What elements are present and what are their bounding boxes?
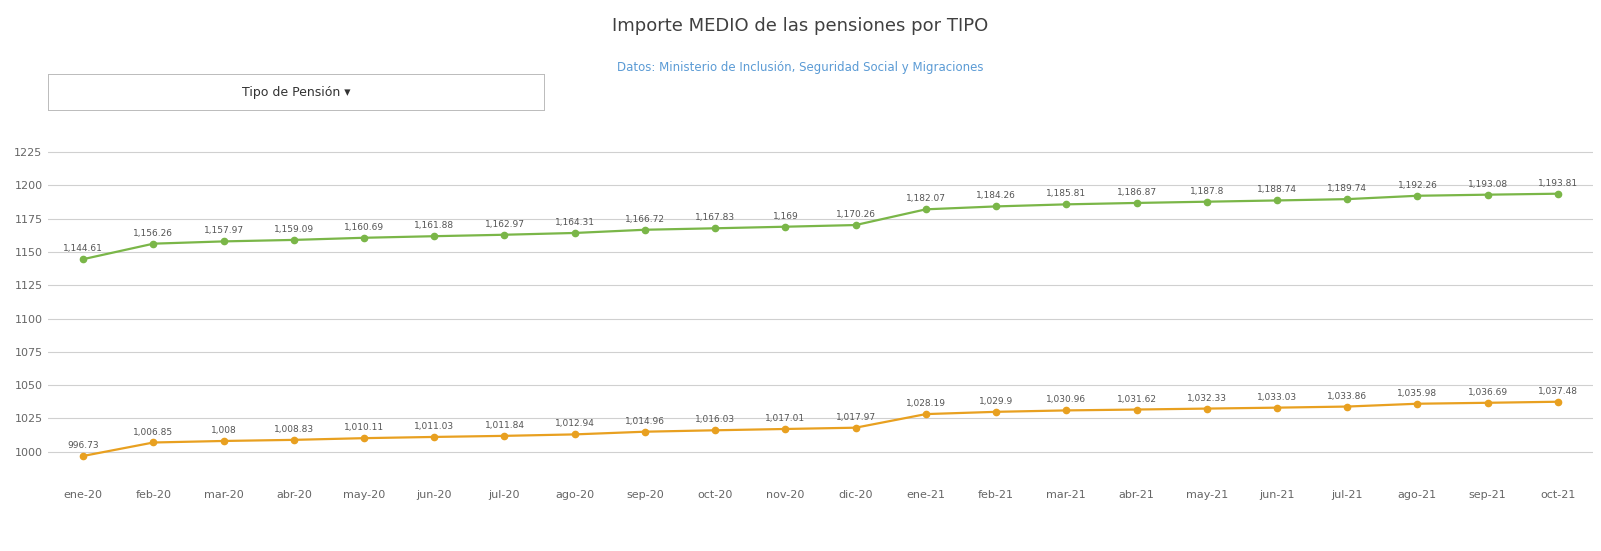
Text: Importe MEDIO de las pensiones por TIPO: Importe MEDIO de las pensiones por TIPO: [612, 17, 989, 35]
Text: 1,012.94: 1,012.94: [556, 419, 594, 429]
Text: 1,182.07: 1,182.07: [906, 195, 946, 203]
Text: 1,162.97: 1,162.97: [485, 220, 525, 229]
Text: 1,164.31: 1,164.31: [554, 218, 594, 227]
Text: 1,010.11: 1,010.11: [344, 423, 384, 432]
Text: 1,186.87: 1,186.87: [1116, 188, 1156, 197]
Text: 1,011.84: 1,011.84: [485, 421, 525, 430]
Text: 1,017.01: 1,017.01: [765, 414, 805, 423]
Text: 1,157.97: 1,157.97: [203, 226, 243, 235]
Text: 1,144.61: 1,144.61: [62, 244, 102, 253]
Text: 1,167.83: 1,167.83: [695, 213, 735, 222]
Text: 1,029.9: 1,029.9: [978, 397, 1013, 406]
Text: 1,008: 1,008: [211, 426, 237, 435]
Text: 1,017.97: 1,017.97: [836, 413, 876, 422]
Text: 1,170.26: 1,170.26: [836, 210, 876, 219]
Text: 996.73: 996.73: [67, 441, 99, 450]
Text: 1,033.03: 1,033.03: [1257, 393, 1297, 402]
Text: Datos: Ministerio de Inclusión, Seguridad Social y Migraciones: Datos: Ministerio de Inclusión, Segurida…: [618, 61, 983, 74]
Text: 1,006.85: 1,006.85: [133, 428, 173, 436]
Text: 1,030.96: 1,030.96: [1045, 396, 1087, 404]
Text: 1,032.33: 1,032.33: [1186, 393, 1226, 403]
Text: 1,192.26: 1,192.26: [1398, 181, 1438, 190]
Text: 1,011.03: 1,011.03: [415, 422, 455, 431]
Text: 1,189.74: 1,189.74: [1327, 184, 1367, 193]
Text: 1,187.8: 1,187.8: [1190, 187, 1223, 196]
Text: 1,014.96: 1,014.96: [624, 417, 664, 426]
Text: 1,156.26: 1,156.26: [133, 229, 173, 237]
Text: 1,161.88: 1,161.88: [415, 221, 455, 230]
Text: 1,193.08: 1,193.08: [1468, 180, 1508, 188]
Text: 1,035.98: 1,035.98: [1398, 389, 1438, 398]
Text: 1,016.03: 1,016.03: [695, 415, 735, 424]
Text: Tipo de Pensión ▾: Tipo de Pensión ▾: [242, 86, 351, 99]
Text: 1,169: 1,169: [773, 212, 799, 221]
Text: 1,184.26: 1,184.26: [977, 191, 1017, 201]
Text: 1,031.62: 1,031.62: [1116, 395, 1156, 403]
Text: 1,028.19: 1,028.19: [906, 399, 946, 408]
Text: 1,159.09: 1,159.09: [274, 225, 314, 234]
Text: 1,037.48: 1,037.48: [1539, 387, 1579, 396]
Text: 1,193.81: 1,193.81: [1539, 179, 1579, 188]
Text: 1,033.86: 1,033.86: [1327, 392, 1367, 401]
Text: 1,185.81: 1,185.81: [1045, 190, 1087, 198]
Text: 1,188.74: 1,188.74: [1257, 186, 1297, 195]
Text: 1,166.72: 1,166.72: [624, 215, 664, 224]
Text: 1,160.69: 1,160.69: [344, 223, 384, 232]
Text: 1,036.69: 1,036.69: [1468, 388, 1508, 397]
Text: 1,008.83: 1,008.83: [274, 425, 314, 434]
